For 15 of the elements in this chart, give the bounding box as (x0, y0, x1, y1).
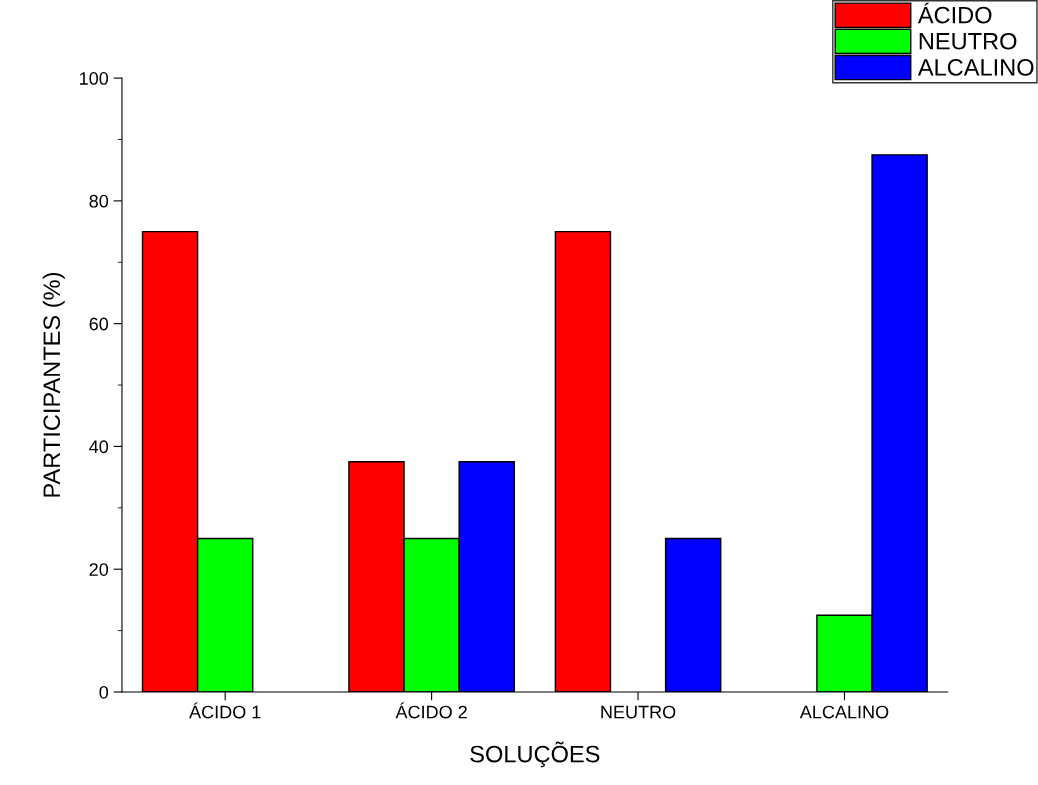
y-tick-label: 20 (89, 563, 109, 576)
x-tick-label: ALCALINO (799, 705, 889, 719)
y-axis-title: PARTICIPANTES (%) (42, 273, 65, 497)
y-tick-label: 40 (89, 440, 109, 454)
legend-label: ALCALINO (917, 59, 1034, 76)
legend-label: NEUTRO (919, 32, 1017, 50)
legend-label: ÁCIDO (917, 2, 992, 24)
x-tick-label: ÁCIDO 2 (395, 702, 467, 719)
y-tick-label: 60 (89, 317, 109, 331)
x-tick-label: ÁCIDO 1 (189, 702, 261, 719)
x-tick-label: NEUTRO (601, 705, 676, 719)
x-axis-title: SOLUÇÕES (470, 741, 600, 768)
y-tick-label: 80 (89, 194, 109, 208)
y-tick-label: 100 (80, 72, 109, 85)
y-tick-label: 0 (99, 685, 109, 699)
